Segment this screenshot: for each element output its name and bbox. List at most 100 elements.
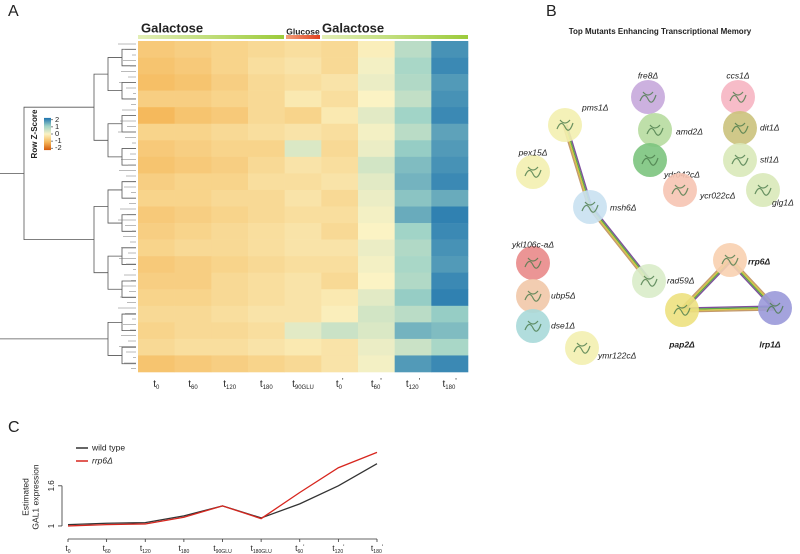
heatmap-cell [321, 140, 359, 158]
heatmap-cell [431, 41, 469, 58]
heatmap-cell [248, 173, 285, 191]
heatmap-cell [431, 189, 469, 207]
heatmap-cell [321, 206, 359, 224]
condition-bar [286, 35, 320, 39]
network-node [723, 143, 757, 177]
heatmap-cell [358, 272, 395, 290]
colorbar-step [44, 146, 51, 149]
heatmap-cell [394, 272, 432, 290]
heatmap-cell [358, 322, 395, 340]
network-node [723, 111, 757, 145]
heatmap-cell [431, 305, 469, 323]
heatmap-cell [321, 305, 359, 323]
heatmap-cell [284, 322, 322, 340]
protein-glyph [524, 290, 542, 302]
colorbar-step [44, 133, 51, 136]
heatmap-cell [138, 239, 175, 257]
heatmap-cell [284, 256, 322, 273]
label-main: t [336, 379, 339, 390]
heatmap-cell [174, 74, 212, 91]
heatmap-cell [211, 256, 249, 273]
heatmap-cell [138, 140, 175, 158]
heatmap-cell [431, 338, 469, 356]
protein-glyph [721, 254, 739, 266]
heatmap-cell [248, 355, 285, 373]
dendrogram-branch [121, 148, 136, 166]
colorbar-step [44, 138, 51, 141]
heatmap-cell [248, 305, 285, 323]
heatmap-cell [358, 289, 395, 307]
node-label: glg1Δ [772, 197, 794, 207]
label-main: t [260, 379, 263, 390]
label-sub: 180 [181, 549, 190, 554]
colorbar-title: Row Z-Score [30, 109, 39, 158]
heatmap-cell [321, 272, 359, 290]
x-tick-label: t120' [332, 543, 344, 554]
x-tick-label: t90GLU [292, 379, 314, 391]
colorbar-step [44, 122, 51, 125]
condition-label: Galactose [141, 20, 203, 35]
heatmap-cell [321, 173, 359, 191]
heatmap-cell [394, 206, 432, 224]
heatmap-cell [138, 57, 175, 75]
network-node [548, 108, 582, 142]
heatmap-cell [394, 322, 432, 340]
heatmap-cell [138, 173, 175, 191]
heatmap-cell [138, 338, 175, 356]
colorbar-step [44, 141, 51, 144]
heatmap-cell [211, 272, 249, 290]
colorbar-step [44, 130, 51, 133]
colorbar-step [44, 143, 51, 146]
dendrogram-branch [121, 181, 136, 199]
heatmap-cell [284, 173, 322, 191]
heatmap-cell [394, 189, 432, 207]
node-label: stl1Δ [760, 154, 779, 164]
heatmap-cell [321, 338, 359, 356]
colorbar-step [44, 136, 51, 139]
heatmap-cell [321, 322, 359, 340]
x-tick-label: t180GLU [250, 543, 272, 554]
protein-glyph [556, 119, 574, 131]
heatmap-cell [211, 223, 249, 240]
x-tick-label: t180 [178, 543, 189, 554]
heatmap-cell [394, 140, 432, 158]
heatmap-cell [284, 41, 322, 58]
label-sub: 120 [335, 549, 344, 554]
condition-label: Glucose [286, 26, 320, 36]
heatmap-cell [284, 189, 322, 207]
protein-glyph [731, 122, 749, 134]
heatmap-cell [321, 256, 359, 273]
network-title: Top Mutants Enhancing Transcriptional Me… [569, 27, 752, 36]
y-tick-label: 1 [47, 523, 56, 528]
heatmap-cell [394, 289, 432, 307]
dendrogram-branch [107, 123, 122, 158]
colorbar-step [44, 123, 51, 126]
heatmap-cell [138, 189, 175, 207]
protein-glyph [581, 201, 599, 213]
label-prime: ' [382, 544, 383, 551]
colorbar-step [44, 117, 51, 120]
heatmap-cell [394, 123, 432, 141]
network-node [633, 143, 667, 177]
heatmap-cell [358, 239, 395, 257]
heatmap-cell [211, 189, 249, 207]
heatmap-cell [394, 256, 432, 273]
protein-glyph [641, 154, 659, 166]
protein-glyph [524, 257, 542, 269]
heatmap-cell [431, 223, 469, 240]
heatmap-cell [394, 57, 432, 75]
heatmap-cell [138, 41, 175, 58]
heatmap-cell [394, 338, 432, 356]
heatmap-cell [174, 123, 212, 141]
heatmap-cell [211, 322, 249, 340]
heatmap-cell [431, 239, 469, 257]
heatmap-cell [431, 289, 469, 307]
heatmap-cell [248, 338, 285, 356]
dendrogram-branch [121, 346, 136, 365]
heatmap-cell [211, 90, 249, 108]
label-sub: 0 [68, 549, 71, 554]
dendrogram-branch [121, 247, 136, 265]
heatmap-cell [394, 107, 432, 125]
label-sub: 60 [297, 549, 303, 554]
